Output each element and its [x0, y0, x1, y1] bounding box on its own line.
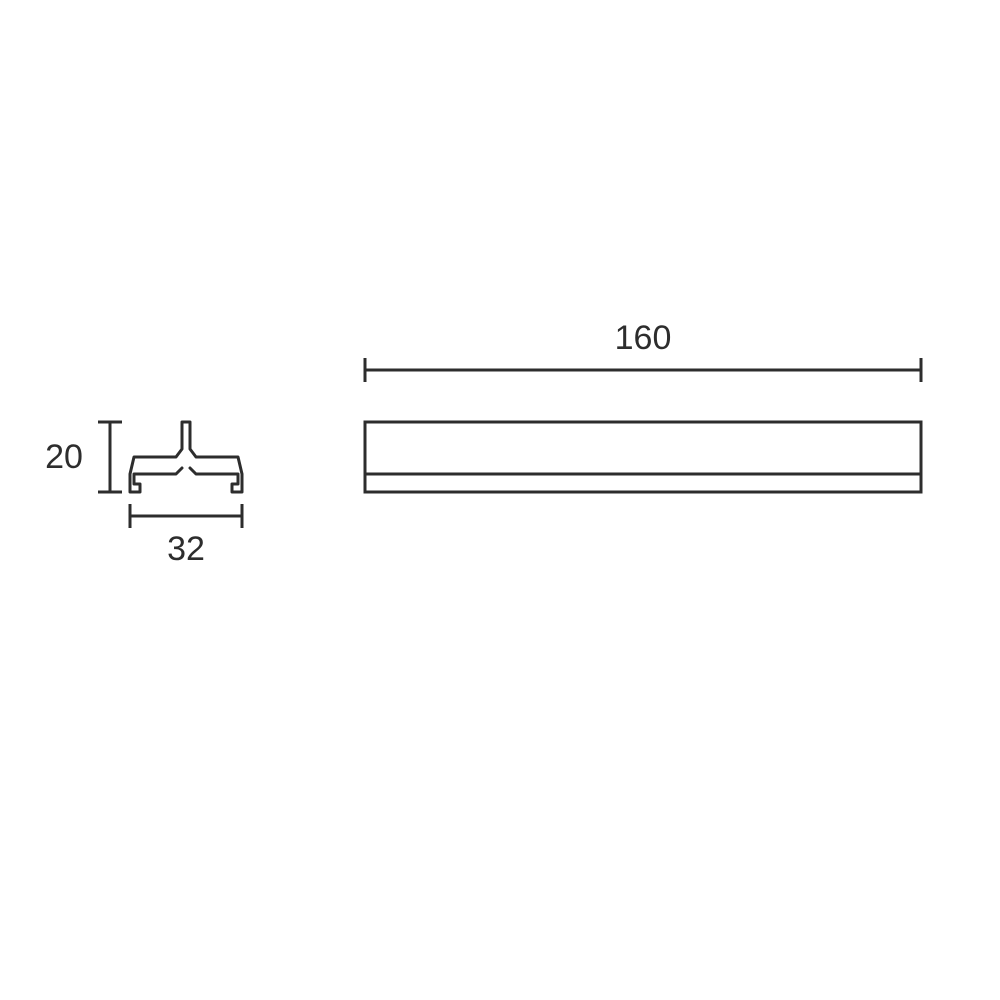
dimension-length: 160: [365, 319, 921, 382]
cross-section-profile: [130, 422, 242, 492]
dimension-width-value: 32: [167, 530, 205, 568]
dimension-height-value: 20: [45, 438, 83, 476]
dimension-width: 32: [130, 504, 242, 568]
side-elevation: [365, 422, 921, 492]
dimension-length-value: 160: [615, 319, 672, 357]
technical-drawing: 160 32 20: [0, 0, 1000, 1000]
dimension-height: 20: [45, 422, 122, 492]
